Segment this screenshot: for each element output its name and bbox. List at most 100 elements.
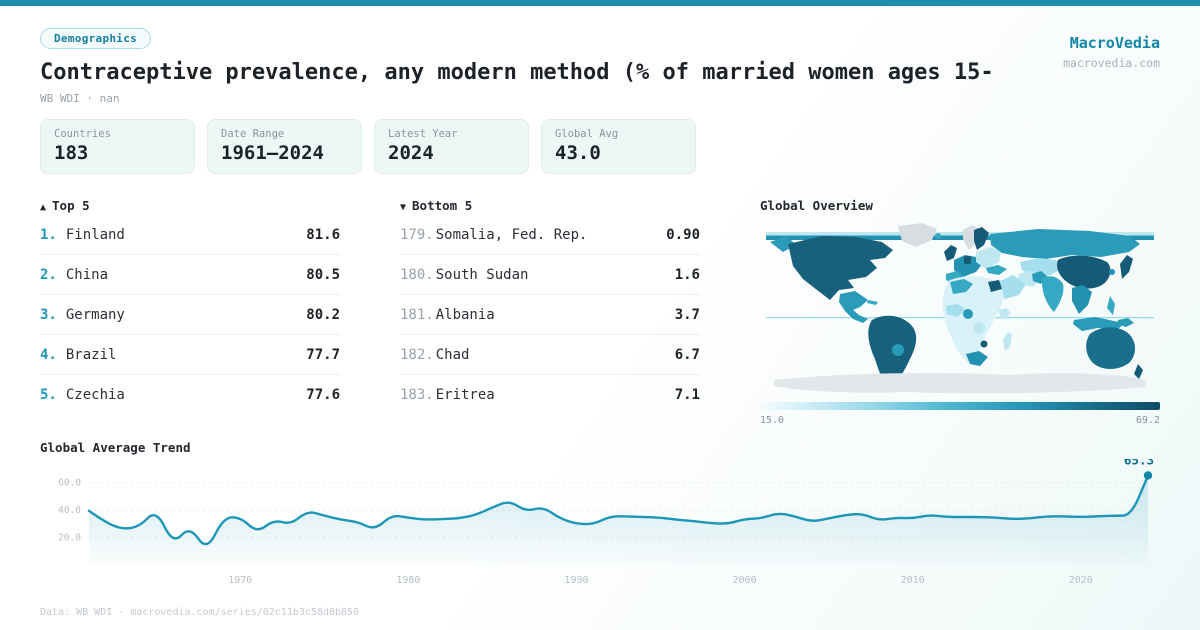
region-new-zealand: [1134, 364, 1143, 379]
top-accent-bar: [0, 0, 1200, 6]
rank: 2.: [40, 266, 57, 283]
region-north-america: [788, 236, 893, 300]
trend-area-fill: [89, 475, 1148, 565]
region-australia: [1086, 327, 1135, 369]
rank: 4.: [40, 346, 57, 363]
trend-endpoint-dot: [1143, 471, 1153, 480]
arctic-stripe-light: [766, 232, 1154, 236]
stat-value: 43.0: [555, 142, 601, 164]
triangle-down-icon: ▼: [400, 202, 407, 213]
trend-line-chart: 20.0 40.0 60.0 1970 1980 1990 2000 2010 2020 65.3: [58, 459, 1154, 586]
country-value: 80.5: [306, 266, 340, 283]
map-title: Global Overview: [760, 198, 873, 213]
colorbar-labels: 15.0 69.2: [760, 415, 1160, 426]
map-panel: Global Overview: [760, 198, 1160, 426]
region-turkey: [986, 265, 1007, 275]
list-item: 182. Chad 6.7: [400, 335, 700, 375]
arctic-stripe-dark: [766, 235, 1154, 240]
country-name: Albania: [435, 306, 495, 323]
country-name: South Sudan: [435, 266, 529, 283]
colorbar-max-label: 69.2: [1135, 415, 1160, 426]
region-zimbabwe: [980, 340, 988, 348]
bottom5-rows: 179. Somalia, Fed. Rep. 0.90 180. South …: [400, 215, 700, 415]
region-finland: [974, 227, 989, 250]
country-name: Somalia, Fed. Rep.: [435, 226, 588, 243]
list-item: 183. Eritrea 7.1: [400, 375, 700, 415]
source-subtitle: WB WDI · nan: [40, 92, 120, 105]
triangle-up-icon: ▲: [40, 202, 47, 213]
list-item: 1. Finland 81.6: [40, 215, 340, 255]
region-japan: [1120, 255, 1133, 279]
country-name: Eritrea: [435, 387, 495, 403]
stat-card-date-range: Date Range 1961—2024: [207, 119, 362, 174]
region-greenland: [898, 223, 937, 247]
region-russia: [990, 229, 1140, 259]
rank: 1.: [40, 226, 57, 243]
region-madagascar: [1003, 332, 1012, 351]
country-value: 3.7: [674, 306, 700, 323]
middle-section: ▲ Top 5 1. Finland 81.6 2. China 80.5 3. …: [0, 174, 1200, 426]
brand-domain: macrovedia.com: [1063, 56, 1160, 70]
top5-title-label: Top 5: [52, 198, 90, 213]
rank: 179.: [400, 226, 434, 243]
country-value: 77.7: [306, 346, 340, 363]
list-item: 2. China 80.5: [40, 255, 340, 295]
region-china: [1057, 255, 1111, 289]
region-iceland: [935, 233, 941, 239]
rank: 3.: [40, 306, 57, 323]
list-item: 5. Czechia 77.6: [40, 375, 340, 415]
stat-value: 1961—2024: [221, 142, 324, 164]
region-caribbean: [867, 300, 878, 305]
stat-value: 183: [54, 142, 89, 164]
region-united-kingdom: [944, 245, 957, 261]
colorbar-min-label: 15.0: [760, 415, 785, 426]
footer-attribution: Data: WB WDI · macrovedia.com/series/02c…: [40, 607, 360, 618]
x-axis-tick-label: 1970: [228, 575, 252, 586]
region-southeast-asia: [1072, 285, 1092, 314]
region-india: [1041, 276, 1064, 312]
country-name: Brazil: [65, 346, 117, 363]
country-name: China: [65, 266, 109, 283]
category-badge: Demographics: [40, 28, 152, 49]
region-korea: [1109, 269, 1115, 275]
region-egypt: [988, 280, 1002, 292]
x-axis-tick-label: 2000: [733, 575, 757, 586]
country-name: Chad: [435, 346, 470, 363]
header-left: Demographics Contraceptive prevalence, a…: [40, 27, 994, 105]
region-nigeria: [963, 309, 973, 319]
trend-title: Global Average Trend: [40, 440, 191, 455]
region-mexico-central-america: [839, 291, 868, 323]
rank: 183.: [400, 387, 434, 403]
country-value: 80.2: [306, 306, 340, 323]
y-axis-tick-label: 40.0: [58, 505, 81, 516]
region-africa: [942, 276, 1004, 363]
stat-label: Countries: [54, 128, 111, 140]
brand-name: MacroVedia: [1069, 34, 1160, 52]
region-central-africa: [973, 322, 985, 334]
trend-section: Global Average Trend 20.0 40.0 60.0 1970 198…: [0, 426, 1200, 599]
list-item: 180. South Sudan 1.6: [400, 255, 700, 295]
country-value: 7.1: [674, 387, 700, 403]
rank: 182.: [400, 346, 434, 363]
region-arabian-peninsula: [998, 275, 1026, 299]
stat-card-countries: Countries 183: [40, 119, 195, 174]
bottom5-title: ▼ Bottom 5: [400, 198, 700, 213]
page-title: Contraceptive prevalence, any modern met…: [40, 60, 994, 85]
list-item: 181. Albania 3.7: [400, 295, 700, 335]
x-axis-tick-label: 2020: [1069, 575, 1093, 586]
region-northwest-africa: [950, 279, 973, 294]
region-western-europe: [954, 255, 983, 277]
list-item: 4. Brazil 77.7: [40, 335, 340, 375]
header: Demographics Contraceptive prevalence, a…: [0, 6, 1200, 105]
region-bolivia: [892, 344, 904, 356]
list-item: 179. Somalia, Fed. Rep. 0.90: [400, 215, 700, 255]
top5-title: ▲ Top 5: [40, 198, 340, 213]
x-axis-tick-label: 2010: [901, 575, 925, 586]
stat-label: Latest Year: [388, 128, 458, 140]
choropleth-colorbar: [760, 402, 1160, 410]
rank: 180.: [400, 266, 434, 283]
trend-line: [87, 474, 1150, 546]
region-west-africa: [946, 304, 966, 317]
x-axis-tick-label: 1980: [396, 575, 420, 586]
